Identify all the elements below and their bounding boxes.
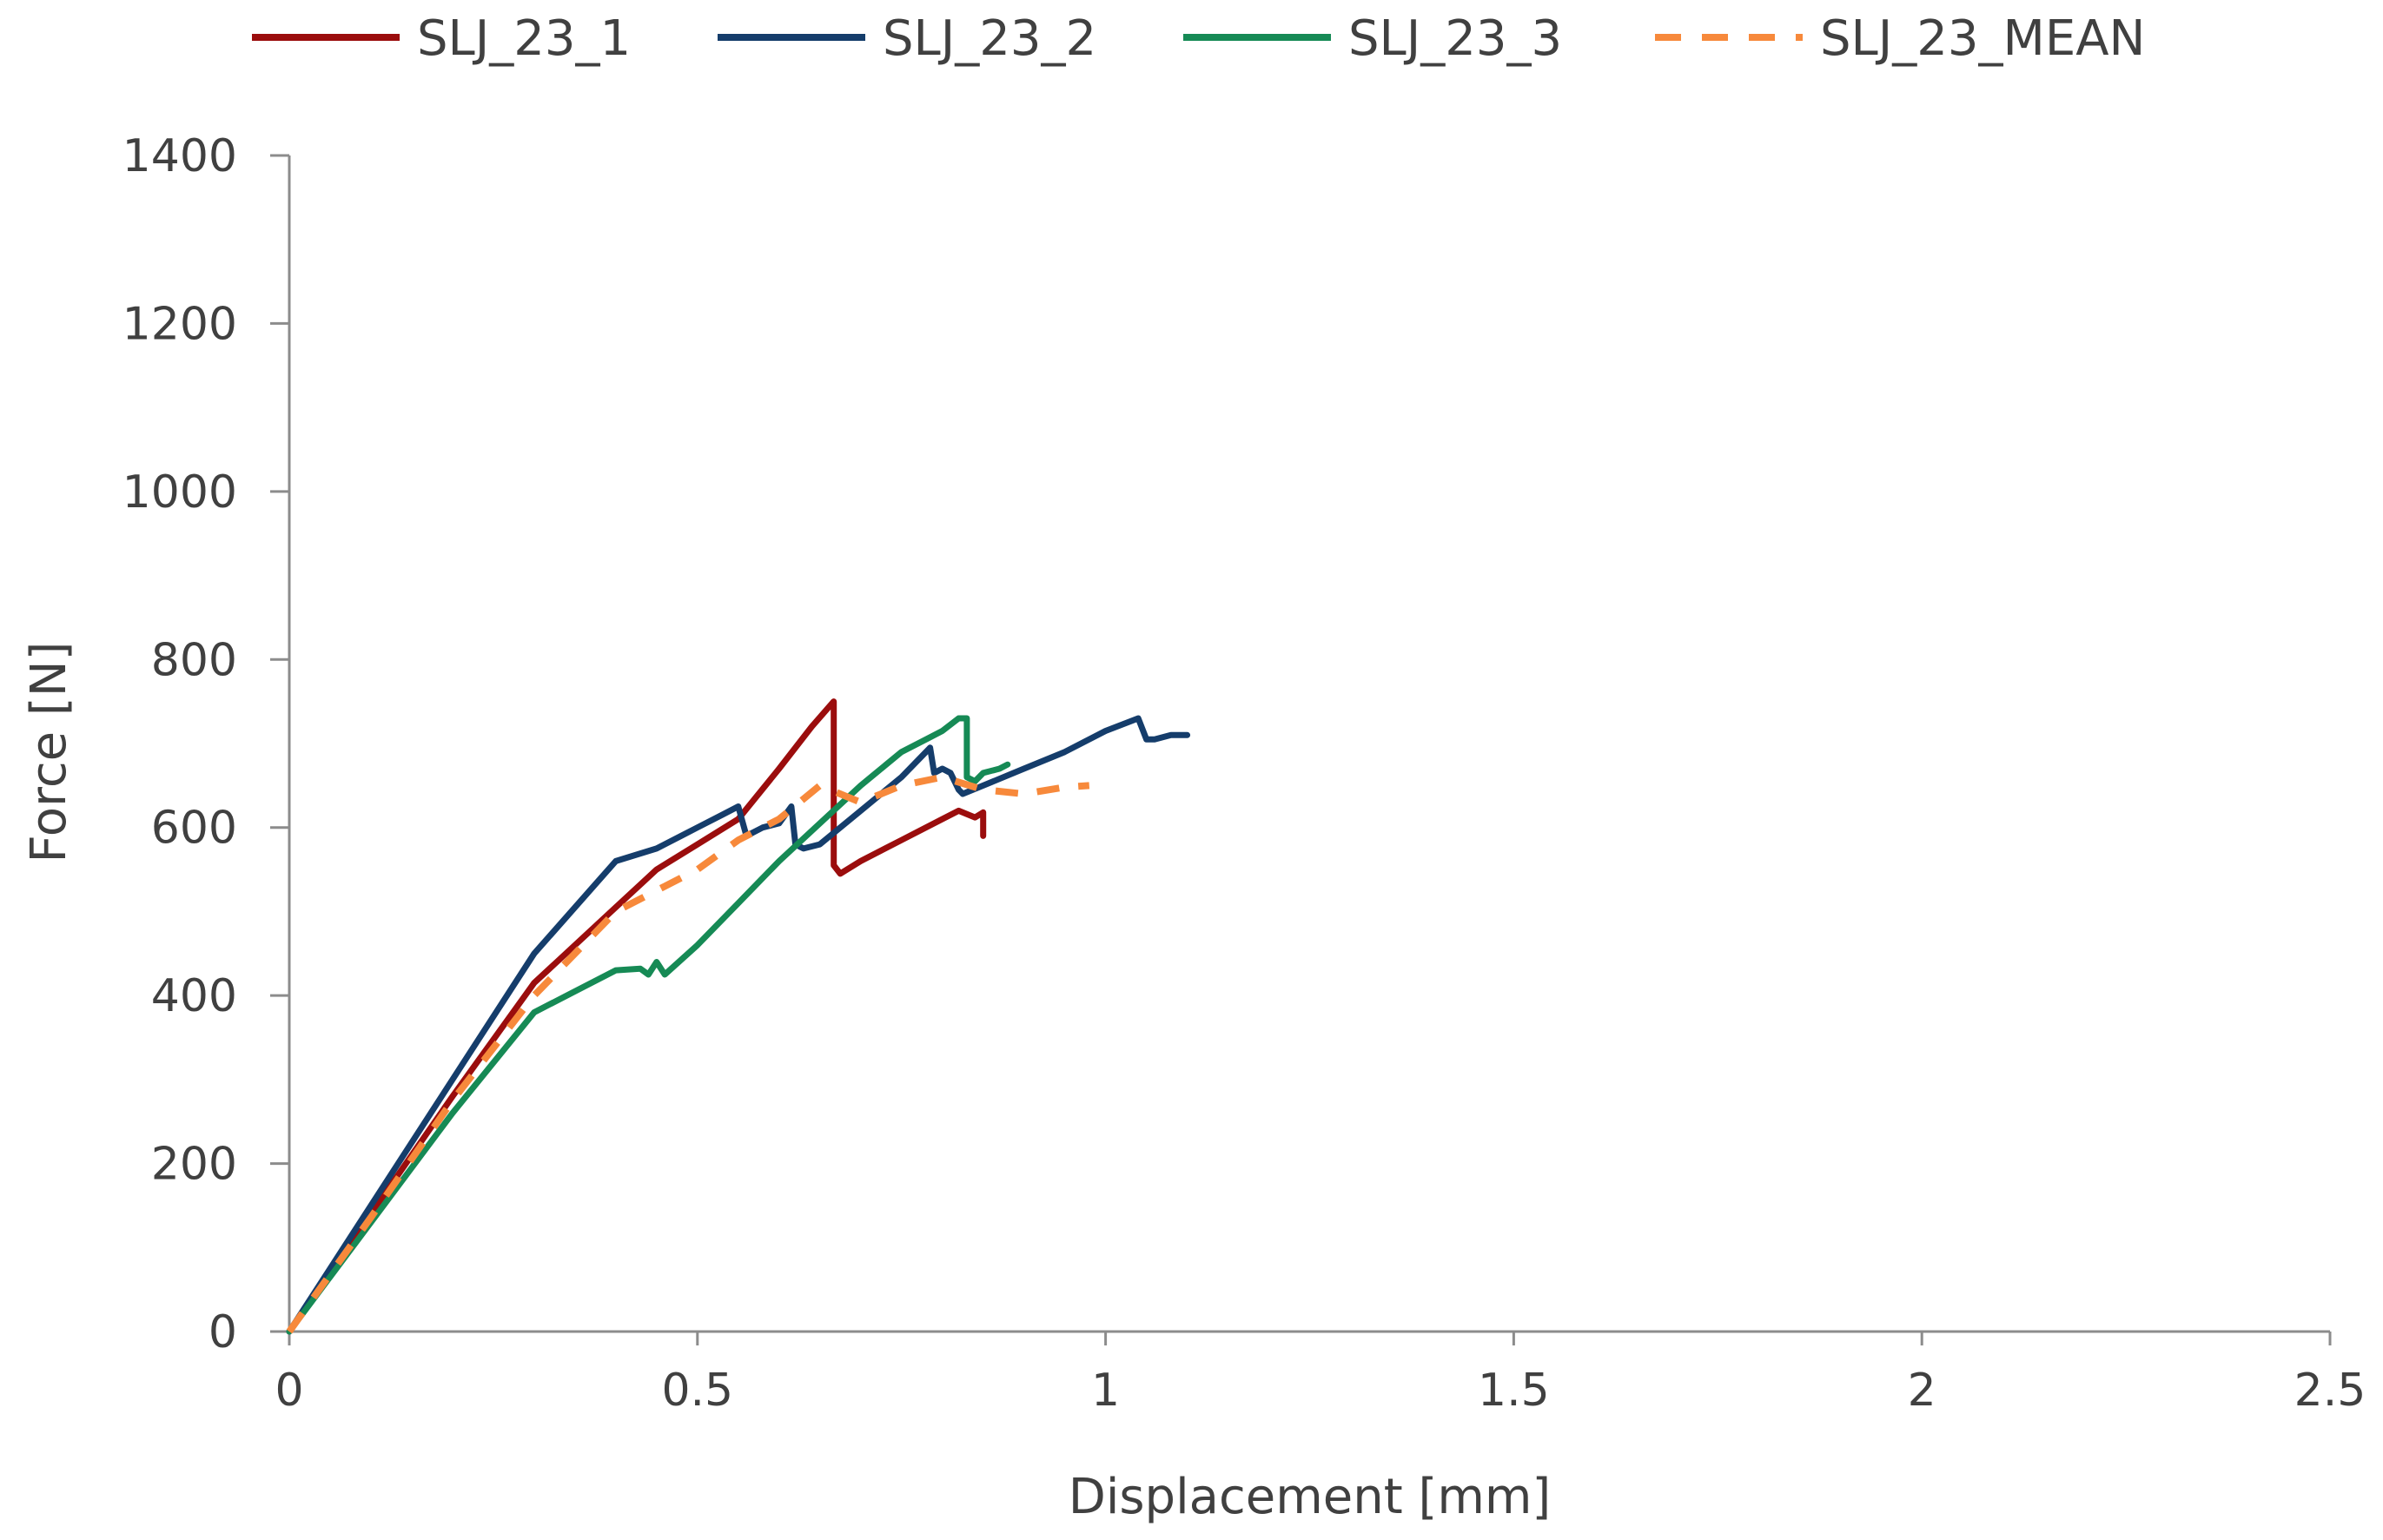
y-tick-label: 0 xyxy=(209,1306,237,1358)
y-ticks: 0 200 400 600 800 1000 1200 1400 xyxy=(122,130,289,1358)
series-line-slj-23-mean xyxy=(286,773,1090,1334)
x-tick-label: 0 xyxy=(275,1365,303,1417)
series-line-slj-23-1 xyxy=(286,698,987,1335)
y-tick-label: 800 xyxy=(151,634,237,686)
plot-series xyxy=(286,698,1191,1335)
y-tick-label: 600 xyxy=(151,803,237,855)
series-line-slj-23-3 xyxy=(286,715,1011,1335)
x-tick-label: 0.5 xyxy=(661,1365,733,1417)
y-tick-label: 1400 xyxy=(122,130,237,182)
legend-label: SLJ_23_MEAN xyxy=(1820,10,2145,67)
series-line-slj-23-2 xyxy=(286,715,1191,1335)
legend-label: SLJ_23_2 xyxy=(883,10,1096,67)
axes xyxy=(288,155,2330,1333)
x-tick-label: 1.5 xyxy=(1478,1365,1550,1417)
y-tick-label: 1000 xyxy=(122,466,237,519)
x-ticks: 0 0.5 1 1.5 2 2.5 xyxy=(275,1332,2366,1417)
x-tick-label: 1 xyxy=(1091,1365,1120,1417)
y-tick-label: 400 xyxy=(151,970,237,1022)
legend-label: SLJ_23_1 xyxy=(417,10,631,67)
y-axis-title: Force [N] xyxy=(21,642,77,863)
legend: SLJ_23_1 SLJ_23_2 SLJ_23_3 SLJ_23_MEAN xyxy=(252,10,2145,67)
y-tick-label: 200 xyxy=(151,1139,237,1191)
x-axis-title: Displacement [mm] xyxy=(1069,1469,1552,1525)
x-tick-label: 2 xyxy=(1908,1365,1936,1417)
legend-label: SLJ_23_3 xyxy=(1348,10,1562,67)
y-tick-label: 1200 xyxy=(122,298,237,350)
x-tick-label: 2.5 xyxy=(2294,1365,2366,1417)
